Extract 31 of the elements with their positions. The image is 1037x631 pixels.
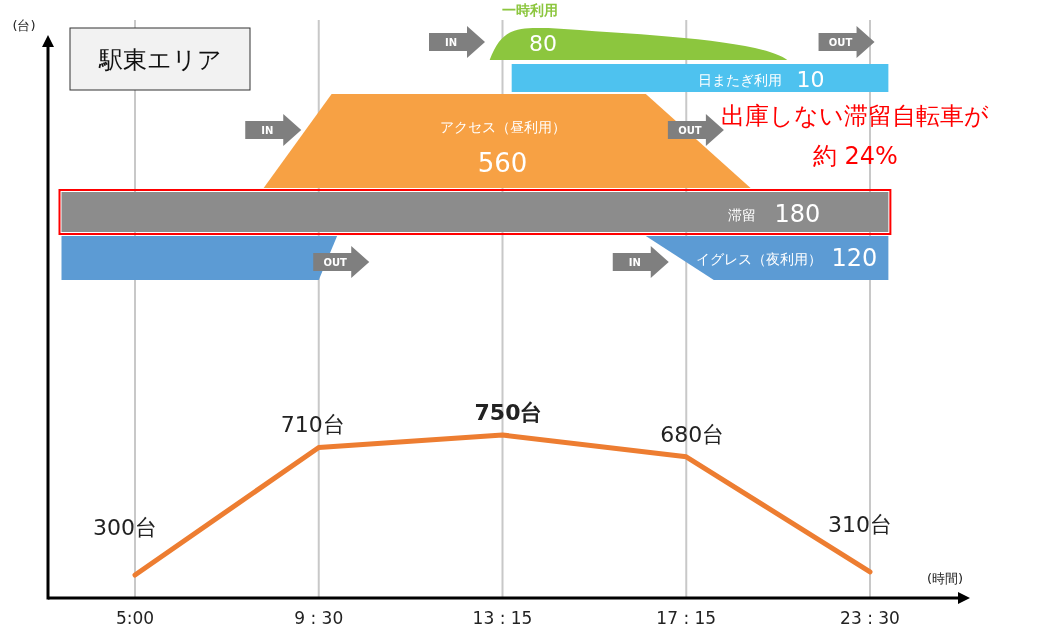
chart-title: 駅東エリア: [97, 46, 222, 74]
text: IN: [261, 125, 274, 136]
text: IN: [444, 37, 458, 48]
data-label: 300台: [93, 515, 157, 540]
x-tick-label: 9 : 30: [294, 608, 344, 628]
text: アクセス（昼利用）: [439, 119, 566, 135]
text: 10: [796, 67, 825, 92]
text: イグレス（夜利用）: [696, 251, 823, 267]
text: 滞留: [728, 207, 757, 223]
text: OUT: [323, 257, 348, 268]
x-axis-title: (時間): [926, 571, 964, 586]
data-label: 710台: [280, 412, 345, 438]
text: 日またぎ利用: [697, 72, 782, 88]
data-label: 680台: [660, 421, 725, 447]
text: 一時利用: [502, 2, 559, 18]
data-label: 750台: [474, 400, 543, 425]
text: 約 24%: [812, 142, 898, 170]
text: (台): [12, 18, 36, 33]
text: 120: [831, 244, 878, 272]
x-tick-label: 17 : 15: [656, 608, 717, 628]
text: 180: [774, 200, 821, 228]
text: 80: [528, 31, 557, 56]
text: IN: [628, 257, 641, 268]
x-tick-label: 5:00: [115, 608, 155, 628]
text: 出庫しない滞留自転車が: [721, 102, 990, 130]
text: OUT: [678, 125, 702, 136]
text: 560: [477, 148, 528, 178]
data-label: 310台: [828, 511, 892, 537]
x-tick-label: 23 : 30: [840, 608, 900, 628]
text: OUT: [828, 37, 853, 48]
x-tick-label: 13 : 15: [472, 608, 533, 628]
